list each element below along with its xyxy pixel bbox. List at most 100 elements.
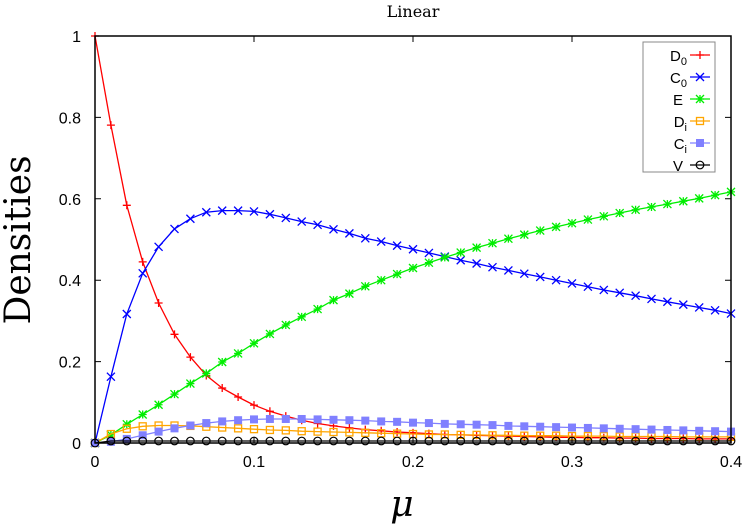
y-axis-label: Densities	[0, 155, 39, 324]
data-point-E	[233, 349, 243, 358]
data-point-E	[456, 248, 466, 257]
data-point-V	[185, 436, 195, 446]
y-tick-label: 0.6	[59, 192, 81, 209]
data-point-D0	[186, 353, 195, 362]
data-point-E	[488, 238, 497, 248]
x-tick-label: 0	[91, 454, 100, 471]
data-point-Di	[551, 431, 561, 440]
data-point-E	[647, 202, 656, 212]
data-point-Ci	[663, 425, 672, 434]
data-point-Ci	[106, 437, 115, 446]
data-point-E	[535, 226, 545, 236]
data-point-D0	[122, 201, 131, 210]
data-point-C0	[424, 248, 434, 258]
x-tick-label: 0.1	[243, 454, 265, 471]
data-point-E	[408, 263, 418, 273]
data-point-D0	[138, 257, 147, 266]
data-point-C0	[217, 206, 227, 216]
legend-label: V	[673, 158, 683, 175]
data-point-C0	[313, 220, 323, 230]
data-point-C0	[281, 213, 291, 223]
data-point-V	[313, 436, 323, 446]
data-point-C0	[233, 206, 243, 216]
data-point-C0	[185, 214, 195, 224]
data-point-C0	[408, 244, 418, 254]
data-point-C0	[694, 303, 704, 312]
data-point-E	[662, 199, 672, 209]
legend-entry-Ci: Ci	[674, 136, 710, 156]
data-point-Di	[233, 424, 243, 433]
legend-marker	[695, 160, 705, 170]
legend-marker	[696, 139, 704, 147]
data-point-C0	[503, 265, 513, 275]
data-point-C0	[106, 372, 116, 382]
data-point-V	[488, 436, 497, 446]
data-point-Ci	[393, 417, 402, 426]
data-point-C0	[567, 278, 577, 288]
legend-entry-C0: C0	[670, 70, 710, 90]
series-Ci	[91, 414, 735, 447]
legend-marker	[695, 116, 705, 126]
legend-label: E	[673, 92, 683, 109]
series-layer	[90, 32, 736, 448]
data-point-Di	[329, 427, 338, 437]
legend-label-sub: i	[685, 122, 687, 134]
data-point-C0	[249, 206, 259, 216]
data-point-Ci	[377, 417, 386, 426]
data-point-Ci	[250, 415, 258, 424]
data-point-V	[694, 436, 704, 446]
data-point-C0	[551, 275, 561, 285]
data-point-Di	[536, 431, 545, 440]
legend-label: Ci	[674, 136, 687, 156]
data-point-E	[154, 400, 164, 410]
data-point-C0	[138, 268, 148, 278]
legend-label: C0	[670, 70, 687, 90]
data-point-E	[615, 208, 625, 218]
data-point-Ci	[218, 417, 227, 426]
data-point-D0	[393, 428, 402, 437]
data-point-Di	[313, 427, 322, 436]
legend-entry-E: E	[673, 92, 710, 109]
data-point-C0	[360, 233, 370, 243]
legend-label-main: D	[674, 114, 685, 131]
data-point-C0	[583, 282, 593, 292]
data-point-V	[233, 436, 243, 446]
data-point-Ci	[599, 424, 608, 433]
data-point-Ci	[281, 414, 290, 423]
data-point-Di	[583, 431, 593, 441]
data-point-V	[376, 436, 386, 446]
legend-label-sub: 0	[681, 78, 687, 90]
data-point-C0	[710, 305, 720, 315]
data-point-C0	[631, 291, 641, 301]
data-point-V	[456, 436, 466, 446]
data-point-V	[663, 436, 672, 446]
data-point-Ci	[504, 421, 513, 430]
data-point-V	[281, 436, 291, 446]
data-point-E	[138, 410, 148, 419]
data-point-Di	[297, 427, 306, 436]
legend-entry-Di: Di	[674, 114, 710, 134]
data-point-E	[217, 357, 227, 367]
data-point-Ci	[488, 421, 497, 430]
data-point-D0	[234, 393, 243, 402]
data-point-Di	[472, 430, 481, 440]
data-point-E	[297, 312, 307, 322]
data-point-Ci	[440, 419, 449, 428]
data-point-E	[344, 289, 354, 299]
data-point-Di	[599, 431, 608, 441]
ticks: 0 0.1 0.2 0.3 0.4 0 0.2 0.4 0.6 0.8 1	[59, 29, 742, 471]
data-point-V	[217, 436, 227, 446]
data-point-E	[185, 379, 195, 389]
data-point-D0	[265, 407, 274, 416]
data-point-Ci	[154, 427, 163, 436]
legend-label-main: C	[674, 136, 685, 153]
data-point-Di	[456, 430, 465, 440]
data-point-Ci	[170, 424, 179, 433]
y-tick-label: 0.4	[59, 273, 81, 290]
data-point-D0	[154, 298, 163, 307]
data-point-Ci	[234, 416, 243, 425]
data-point-V	[599, 436, 609, 446]
data-point-Di	[615, 432, 624, 441]
data-point-V	[615, 436, 625, 446]
data-point-V	[201, 436, 211, 446]
